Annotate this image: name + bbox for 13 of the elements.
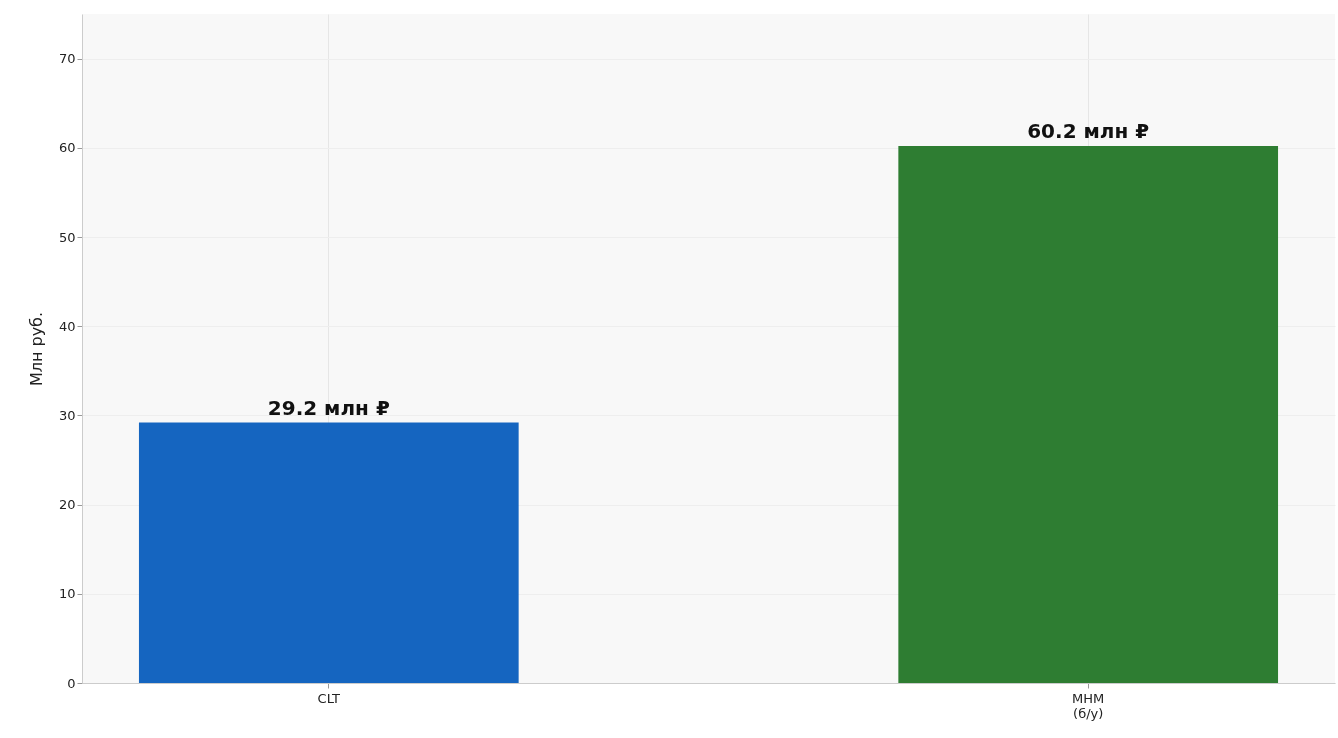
y-tick-label: 20: [58, 497, 76, 513]
y-tick-label: 40: [58, 318, 76, 334]
x-tick-label: CLT: [317, 690, 341, 706]
data-label: 60.2 млн ₽: [1027, 119, 1150, 144]
y-tick-label: 30: [58, 407, 76, 423]
y-tick-label: 50: [58, 229, 76, 245]
y-axis-title: Млн руб.: [26, 311, 46, 387]
x-tick-label: MHM (б/у): [1072, 690, 1105, 721]
data-label: 29.2 млн ₽: [267, 395, 390, 420]
y-tick-label: 10: [58, 586, 76, 602]
y-tick-label: 0: [67, 675, 76, 691]
y-tick-label: 60: [58, 140, 76, 156]
y-tick-label: 70: [58, 51, 76, 67]
